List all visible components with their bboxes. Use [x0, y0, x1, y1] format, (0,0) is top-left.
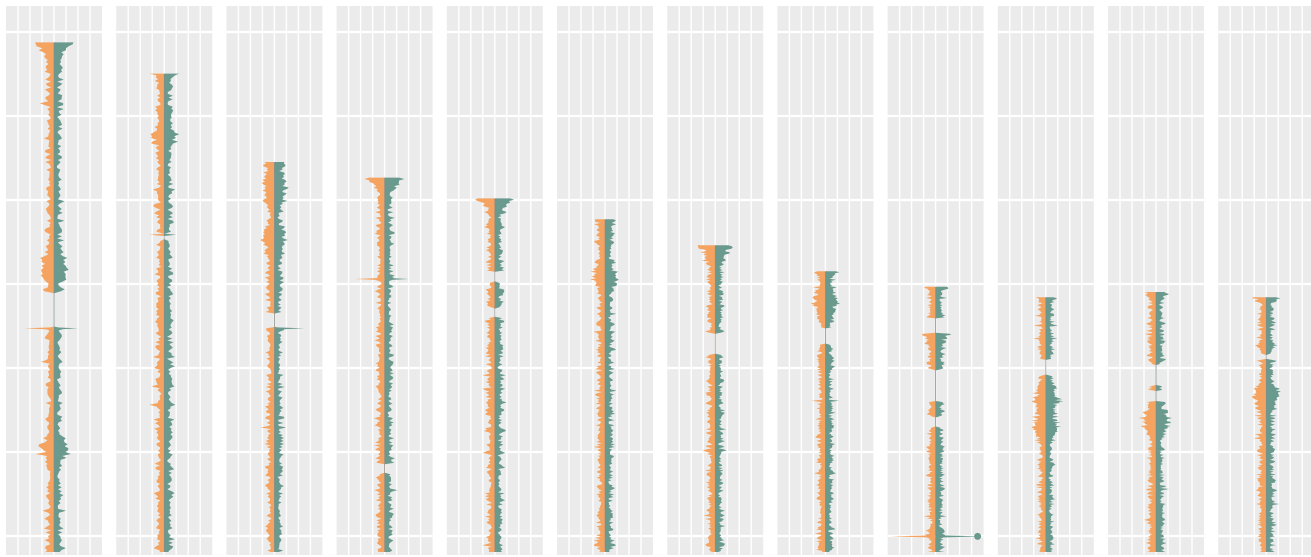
area-left-series	[921, 286, 936, 552]
panel-6	[557, 6, 653, 555]
area-right-series	[1045, 297, 1064, 552]
spike-left	[24, 327, 54, 330]
panel-7	[667, 6, 764, 555]
area-left-series	[260, 162, 275, 552]
spike-left	[265, 327, 275, 330]
area-left-series	[810, 271, 826, 552]
area-left-series	[1251, 297, 1267, 552]
panel-10	[997, 6, 1094, 555]
area-right-series	[605, 219, 619, 552]
spike-right	[274, 327, 305, 330]
panel-4	[336, 6, 433, 555]
area-left-series	[1138, 292, 1156, 552]
spike-right	[935, 535, 984, 538]
spike-right	[384, 277, 409, 281]
panel-2	[116, 6, 213, 555]
panel-8	[777, 6, 874, 555]
panels-group	[6, 6, 1311, 555]
spike-left	[354, 277, 385, 281]
panel-1	[6, 6, 102, 555]
area-left-series	[474, 198, 495, 552]
area-left-series	[590, 219, 605, 552]
end-marker	[974, 532, 982, 540]
area-right-series	[494, 198, 515, 552]
area-left-series	[364, 177, 385, 552]
area-right-series	[1156, 292, 1172, 552]
area-left-series	[35, 42, 54, 553]
panel-12	[1218, 6, 1311, 555]
spike-left	[890, 535, 936, 538]
area-right-series	[715, 245, 733, 552]
area-right-series	[935, 286, 952, 552]
area-right-series	[384, 177, 405, 552]
area-left-series	[149, 73, 165, 552]
panel-3	[226, 6, 323, 555]
spike-right	[54, 327, 78, 330]
area-right-series	[825, 271, 841, 552]
area-right-series	[1266, 297, 1281, 552]
panel-11	[1108, 6, 1204, 555]
area-left-series	[697, 245, 716, 552]
area-left-series	[1031, 297, 1046, 552]
spike-right	[164, 233, 177, 236]
area-right-series	[164, 73, 180, 552]
panel-5	[446, 6, 543, 555]
area-right-series	[54, 42, 74, 553]
panel-9	[887, 6, 984, 555]
spike-left	[149, 233, 165, 236]
area-right-series	[274, 162, 289, 552]
